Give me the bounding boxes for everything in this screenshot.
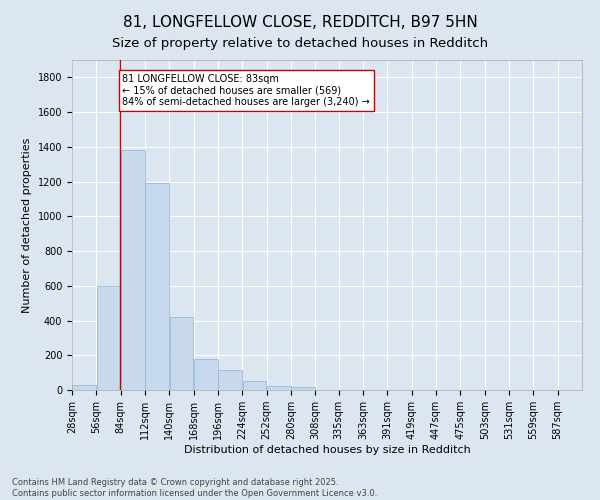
Bar bbox=[242, 382, 266, 390]
Bar bbox=[267, 386, 291, 390]
X-axis label: Distribution of detached houses by size in Redditch: Distribution of detached houses by size … bbox=[184, 445, 470, 455]
Bar bbox=[145, 184, 169, 390]
Text: 81, LONGFELLOW CLOSE, REDDITCH, B97 5HN: 81, LONGFELLOW CLOSE, REDDITCH, B97 5HN bbox=[122, 15, 478, 30]
Bar bbox=[121, 150, 145, 390]
Text: 81 LONGFELLOW CLOSE: 83sqm
← 15% of detached houses are smaller (569)
84% of sem: 81 LONGFELLOW CLOSE: 83sqm ← 15% of deta… bbox=[122, 74, 370, 107]
Bar bbox=[218, 370, 242, 390]
Text: Size of property relative to detached houses in Redditch: Size of property relative to detached ho… bbox=[112, 38, 488, 51]
Bar bbox=[291, 386, 315, 390]
Bar bbox=[97, 286, 121, 390]
Bar bbox=[170, 317, 193, 390]
Y-axis label: Number of detached properties: Number of detached properties bbox=[22, 138, 32, 312]
Bar bbox=[72, 385, 96, 390]
Text: Contains HM Land Registry data © Crown copyright and database right 2025.
Contai: Contains HM Land Registry data © Crown c… bbox=[12, 478, 377, 498]
Bar bbox=[194, 358, 218, 390]
